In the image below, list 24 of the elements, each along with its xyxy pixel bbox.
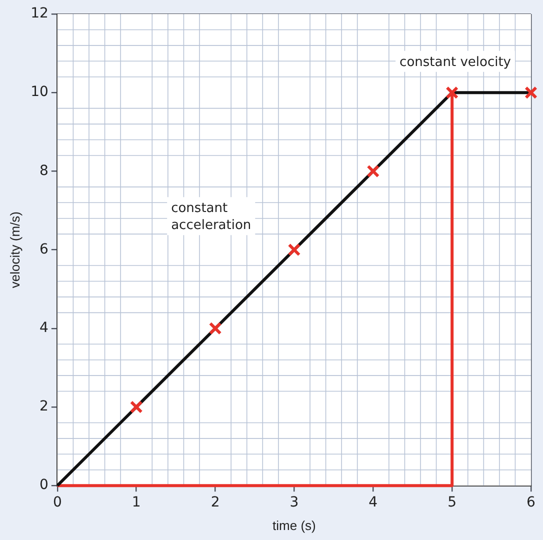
x-tick-label: 6 (526, 494, 536, 511)
point (366, 164, 380, 178)
annotation: constant velocity (400, 54, 512, 70)
x-tick-label: 2 (210, 494, 220, 511)
y-tick-label: 2 (39, 398, 48, 415)
point (524, 86, 538, 100)
y-tick-label: 0 (39, 477, 48, 494)
point (288, 243, 301, 256)
point (208, 322, 222, 335)
x-tick-label: 0 (52, 494, 62, 511)
y-tick-label: 12 (30, 6, 48, 22)
y-tick-label: 6 (39, 241, 48, 258)
y-tick-label: 10 (30, 84, 48, 100)
x-axis-title: time (s) (272, 518, 316, 533)
x-tick-label: 3 (290, 494, 299, 511)
annotation: constant acceleration (171, 201, 252, 234)
x-tick-label: 4 (368, 494, 378, 511)
y-tick-label: 8 (39, 162, 48, 179)
point (446, 86, 459, 100)
x-tick-label: 1 (132, 494, 141, 511)
point (130, 400, 143, 414)
y-tick-label: 4 (39, 320, 48, 336)
x-tick-label: 5 (448, 494, 457, 511)
y-axis-title: velocity (m/s) (7, 212, 22, 288)
